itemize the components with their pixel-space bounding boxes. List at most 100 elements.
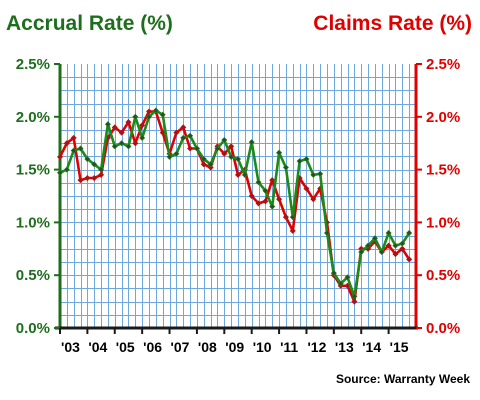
x-tick-label: '05 [116,339,135,355]
accrual-point [385,229,392,236]
claims-point [70,134,77,141]
claims-point [200,161,207,168]
claims-point [139,122,146,129]
accrual-point [166,153,173,160]
claims-point [84,175,91,182]
accrual-point [248,139,255,146]
accrual-point [207,161,214,168]
accrual-point [262,187,269,194]
accrual-point [70,147,77,154]
accrual-point [159,111,166,118]
x-tick-label: '04 [88,339,107,355]
accrual-point [152,107,159,114]
x-tick-label: '11 [280,339,298,355]
claims-point [269,177,276,184]
accrual-point [241,171,248,178]
accrual-point [323,229,331,236]
left-tick-label: 1.0% [16,214,50,231]
accrual-point [337,280,344,287]
accrual-point [317,170,324,177]
accrual-point [132,113,139,120]
right-tick-label: 0.5% [426,267,460,284]
claims-point [289,227,296,234]
claims-point [228,143,235,150]
accrual-point [289,214,296,221]
right-tick-label: 0.0% [426,320,460,337]
accrual-point [310,171,317,178]
left-tick-label: 2.0% [16,109,50,126]
accrual-point [269,203,276,210]
right-tick-label: 1.5% [426,162,460,179]
claims-point [234,171,242,178]
x-tick-label: '13 [335,339,354,355]
accrual-point [118,140,125,147]
accrual-point [371,235,378,242]
source-note: Source: Warranty Week [335,372,470,386]
accrual-point [282,164,289,171]
right-tick-label: 1.0% [426,214,460,231]
claims-point [399,245,406,252]
accrual-point [84,156,91,163]
claims-point [303,185,310,192]
x-tick-label: '06 [143,339,162,355]
claims-point [406,256,413,263]
accrual-point [214,145,221,152]
x-tick-label: '09 [225,339,244,355]
left-tick-label: 0.0% [16,320,50,337]
accrual-point [173,150,180,157]
claims-point [187,145,194,152]
accrual-point [187,132,194,139]
x-tick-label: '12 [307,339,326,355]
accrual-point [180,134,187,141]
accrual-point [344,274,351,281]
right-tick-label: 2.0% [426,109,460,126]
claims-point [262,198,269,205]
x-tick-label: '08 [198,339,217,355]
accrual-point [234,156,242,163]
accrual-point [221,137,228,144]
accrual-point [228,153,235,160]
x-tick-label: '14 [362,339,381,355]
left-tick-label: 1.5% [16,162,50,179]
accrual-point [399,240,406,247]
accrual-point [406,229,413,236]
accrual-point [125,143,132,150]
accrual-point [200,156,207,163]
claims-point [221,150,228,157]
accrual-point [139,134,146,141]
claims-point [310,196,317,203]
claims-point [91,175,98,182]
claims-point [77,177,84,184]
x-tick-label: '07 [171,339,190,355]
claims-point [125,119,132,126]
accrual-point [303,156,310,163]
claims-point [132,140,139,147]
claims-point [207,164,214,171]
accrual-point [104,121,111,128]
accrual-point [358,248,365,255]
left-axis-title: Accrual Rate (%) [6,12,173,35]
x-tick-label: '15 [390,339,409,355]
accrual-point [91,161,98,168]
accrual-point [98,166,105,173]
claims-point [118,129,125,136]
x-tick-label: '03 [61,339,80,355]
accrual-point [56,169,64,176]
accrual-point [296,158,303,165]
accrual-point [365,242,372,249]
accrual-point [351,293,358,300]
claims-point [63,140,70,147]
x-tick-label: '10 [253,339,272,355]
claims-point [351,298,358,305]
accrual-point [193,145,200,152]
claims-point [111,124,118,131]
accrual-point [255,179,262,186]
right-tick-label: 2.5% [426,56,460,73]
accrual-point [276,149,283,156]
claims-point [385,242,392,249]
claims-point [248,192,255,200]
accrual-point [111,143,118,150]
claims-point [56,153,64,160]
